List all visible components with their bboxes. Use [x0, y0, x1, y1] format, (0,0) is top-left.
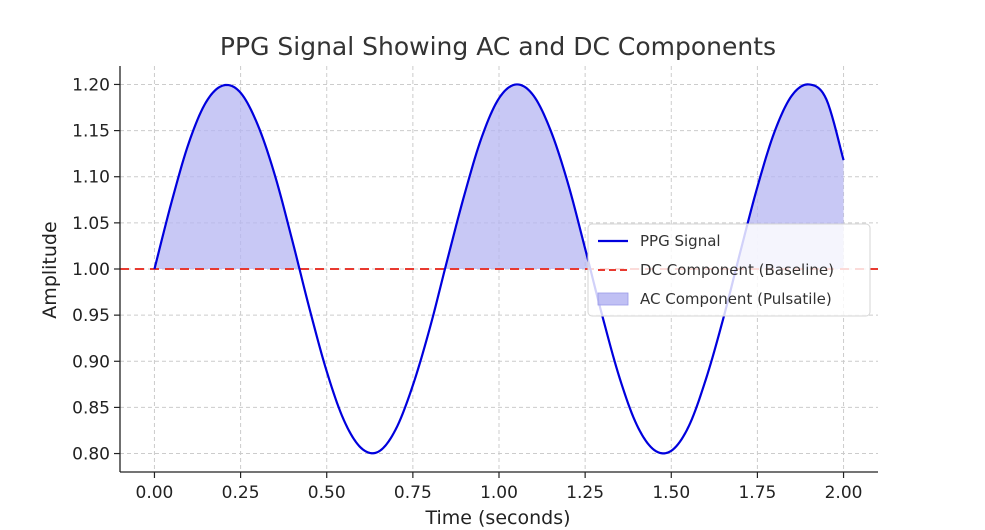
legend-label: PPG Signal [640, 232, 721, 250]
y-axis-title: Amplitude [39, 221, 61, 318]
x-tick-label: 1.75 [738, 483, 776, 503]
x-axis-title: Time (seconds) [424, 507, 570, 529]
legend-swatch-ac [597, 292, 629, 306]
x-tick-label: 0.00 [136, 483, 174, 503]
x-tick-label: 1.00 [480, 483, 518, 503]
x-tick-label: 2.00 [825, 483, 863, 503]
y-tick-label: 0.85 [72, 398, 110, 418]
y-tick-label: 1.15 [72, 122, 110, 142]
y-tick-label: 1.20 [72, 75, 110, 95]
x-tick-label: 1.25 [566, 483, 604, 503]
y-tick-label: 0.95 [72, 306, 110, 326]
y-tick-label: 1.00 [72, 260, 110, 280]
chart-title: PPG Signal Showing AC and DC Components [220, 32, 776, 61]
x-tick-label: 0.75 [394, 483, 432, 503]
y-tick-label: 1.05 [72, 214, 110, 234]
legend-label: DC Component (Baseline) [640, 261, 834, 279]
y-tick-label: 0.90 [72, 352, 110, 372]
ac-component-fill [154, 84, 844, 270]
x-ticks: 0.00 0.25 0.50 0.75 1.00 1.25 1.50 1.75 2.00 [136, 472, 863, 503]
legend-box [587, 223, 871, 317]
legend: PPG Signal DC Component (Baseline) AC Comp… [587, 223, 871, 317]
x-tick-label: 0.50 [308, 483, 346, 503]
x-tick-label: 0.25 [222, 483, 260, 503]
legend-label: AC Component (Pulsatile) [640, 290, 832, 308]
y-tick-label: 1.10 [72, 168, 110, 188]
y-ticks: 0.80 0.85 0.90 0.95 1.00 1.05 1.10 1.15 1.20 [72, 75, 120, 465]
y-tick-label: 0.80 [72, 445, 110, 465]
x-tick-label: 1.50 [652, 483, 690, 503]
